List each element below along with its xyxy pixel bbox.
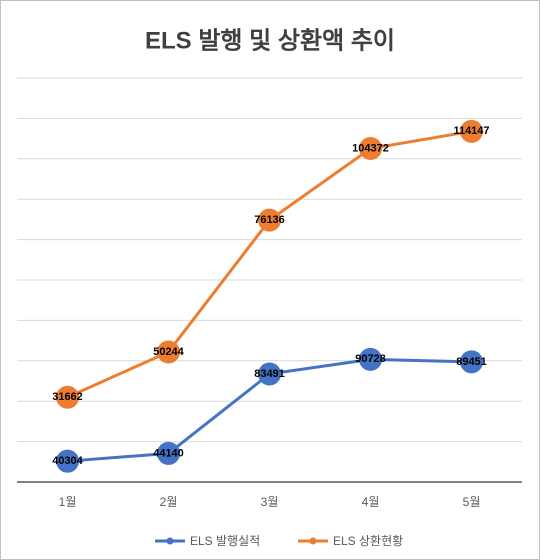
legend-label: ELS 발행실적 <box>190 533 260 548</box>
data-point <box>56 449 79 473</box>
data-label: 104372 <box>352 142 389 154</box>
x-tick-label: 4월 <box>362 495 380 509</box>
chart-title: ELS 발행 및 상환액 추이 <box>145 27 395 54</box>
x-tick-label: 1월 <box>59 495 77 509</box>
data-label: 44140 <box>153 447 184 459</box>
data-label: 40304 <box>52 455 83 467</box>
data-label: 90728 <box>355 353 386 365</box>
data-point <box>157 340 180 364</box>
data-point <box>258 208 281 232</box>
data-point <box>460 350 483 374</box>
data-point <box>56 385 79 409</box>
data-label: 50244 <box>153 346 184 358</box>
legend-marker <box>166 537 174 545</box>
data-label: 76136 <box>254 214 285 226</box>
data-point <box>258 362 281 386</box>
data-label: 83491 <box>254 368 285 380</box>
data-point <box>359 347 382 371</box>
data-label: 89451 <box>456 356 487 368</box>
data-point <box>359 136 382 160</box>
x-tick-label: 2월 <box>160 495 178 509</box>
data-label: 114147 <box>453 125 489 137</box>
legend-label: ELS 상환현황 <box>333 534 403 548</box>
x-tick-label: 3월 <box>261 495 279 509</box>
x-tick-label: 5월 <box>463 495 481 509</box>
data-label: 31662 <box>52 391 83 403</box>
data-point <box>460 119 483 143</box>
legend-marker <box>309 537 317 545</box>
data-point <box>157 441 180 465</box>
